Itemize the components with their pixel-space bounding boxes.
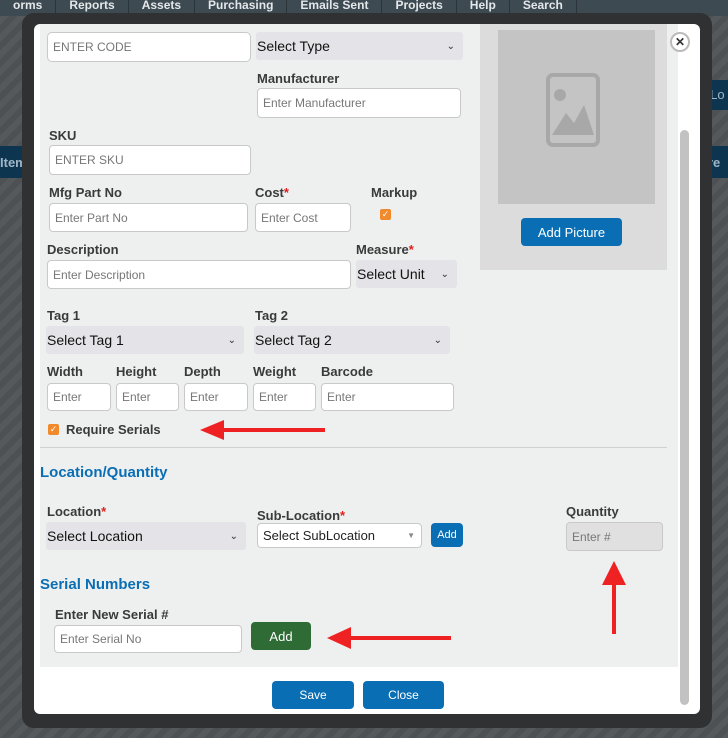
nav-purchasing[interactable]: Purchasing [195, 0, 288, 16]
serial-numbers-heading: Serial Numbers [40, 576, 151, 593]
height-input[interactable]: Enter [116, 383, 179, 411]
sublocation-label: Sub-Location [257, 508, 341, 523]
caret-down-icon: ▼ [407, 531, 415, 540]
add-picture-button[interactable]: Add Picture [521, 218, 622, 246]
location-label: Location [47, 504, 102, 519]
close-icon[interactable]: ✕ [670, 32, 690, 52]
divider [40, 447, 667, 448]
width-input[interactable]: Enter [47, 383, 111, 411]
quantity-input[interactable]: Enter # [566, 522, 663, 551]
depth-input[interactable]: Enter [184, 383, 248, 411]
nav-forms[interactable]: orms [0, 0, 57, 16]
add-serial-button[interactable]: Add [251, 622, 311, 650]
manufacturer-label: Manufacturer [257, 71, 340, 86]
barcode-label: Barcode [321, 364, 374, 379]
barcode-input[interactable]: Enter [321, 383, 454, 411]
tag1-label: Tag 1 [47, 308, 80, 323]
description-input[interactable]: Enter Description [47, 260, 351, 289]
markup-checkbox[interactable]: ✓ [380, 209, 391, 220]
add-sublocation-button[interactable]: Add [431, 523, 463, 547]
cost-label: Cost [255, 185, 284, 200]
weight-input[interactable]: Enter [253, 383, 316, 411]
mfg-part-label: Mfg Part No [49, 185, 122, 200]
require-serials-checkbox[interactable]: ✓ [48, 424, 59, 435]
manufacturer-input[interactable]: Enter Manufacturer [257, 88, 461, 118]
nav-projects[interactable]: Projects [382, 0, 457, 16]
tag1-select[interactable]: Select Tag 1 [47, 332, 124, 348]
chevron-down-icon: ⌄ [229, 530, 238, 542]
measure-select[interactable]: Select Unit [357, 266, 425, 282]
nav-search[interactable]: Search [510, 0, 577, 16]
width-label: Width [47, 364, 83, 379]
sku-label: SKU [49, 128, 77, 143]
code-input[interactable]: ENTER CODE [47, 32, 251, 62]
scrollbar-thumb[interactable] [680, 130, 689, 705]
annotation-arrow-icon [602, 561, 626, 585]
new-serial-label: Enter New Serial # [55, 607, 169, 622]
measure-label: Measure [356, 242, 409, 257]
required-mark: * [283, 185, 289, 200]
nav-assets[interactable]: Assets [129, 0, 196, 16]
required-mark: * [408, 242, 414, 257]
height-label: Height [116, 364, 157, 379]
annotation-arrow-shaft [348, 636, 451, 640]
weight-label: Weight [253, 364, 297, 379]
require-serials-label: Require Serials [66, 422, 161, 437]
chevron-down-icon: ⌄ [440, 268, 449, 280]
nav-emails-sent[interactable]: Emails Sent [287, 0, 383, 16]
sku-input[interactable]: ENTER SKU [49, 145, 251, 175]
serial-input[interactable]: Enter Serial No [54, 625, 242, 653]
depth-label: Depth [184, 364, 221, 379]
nav-help[interactable]: Help [457, 0, 510, 16]
top-nav: orms Reports Assets Purchasing Emails Se… [0, 0, 728, 16]
markup-label: Markup [371, 185, 418, 200]
sublocation-select[interactable]: Select SubLocation [263, 528, 376, 543]
close-button[interactable]: Close [363, 681, 444, 709]
annotation-arrow-icon [200, 420, 224, 440]
tag2-label: Tag 2 [255, 308, 288, 323]
quantity-label: Quantity [566, 504, 619, 519]
required-mark: * [340, 508, 346, 523]
tag2-select[interactable]: Select Tag 2 [255, 332, 332, 348]
annotation-arrow-shaft [220, 428, 325, 432]
annotation-arrow-icon [327, 627, 351, 649]
chevron-down-icon: ⌄ [446, 40, 455, 52]
location-quantity-heading: Location/Quantity [40, 464, 168, 481]
nav-reports[interactable]: Reports [56, 0, 129, 16]
chevron-down-icon: ⌄ [227, 334, 236, 346]
save-button[interactable]: Save [272, 681, 354, 709]
chevron-down-icon: ⌄ [433, 334, 442, 346]
picture-preview [498, 30, 655, 204]
location-select[interactable]: Select Location [47, 528, 143, 544]
cost-input[interactable]: Enter Cost [255, 203, 351, 232]
description-label: Description [47, 242, 119, 257]
annotation-arrow-shaft [612, 580, 616, 634]
required-mark: * [101, 504, 107, 519]
type-select[interactable]: Select Type [257, 38, 330, 54]
image-placeholder-icon [546, 73, 600, 147]
mfg-part-input[interactable]: Enter Part No [49, 203, 248, 232]
